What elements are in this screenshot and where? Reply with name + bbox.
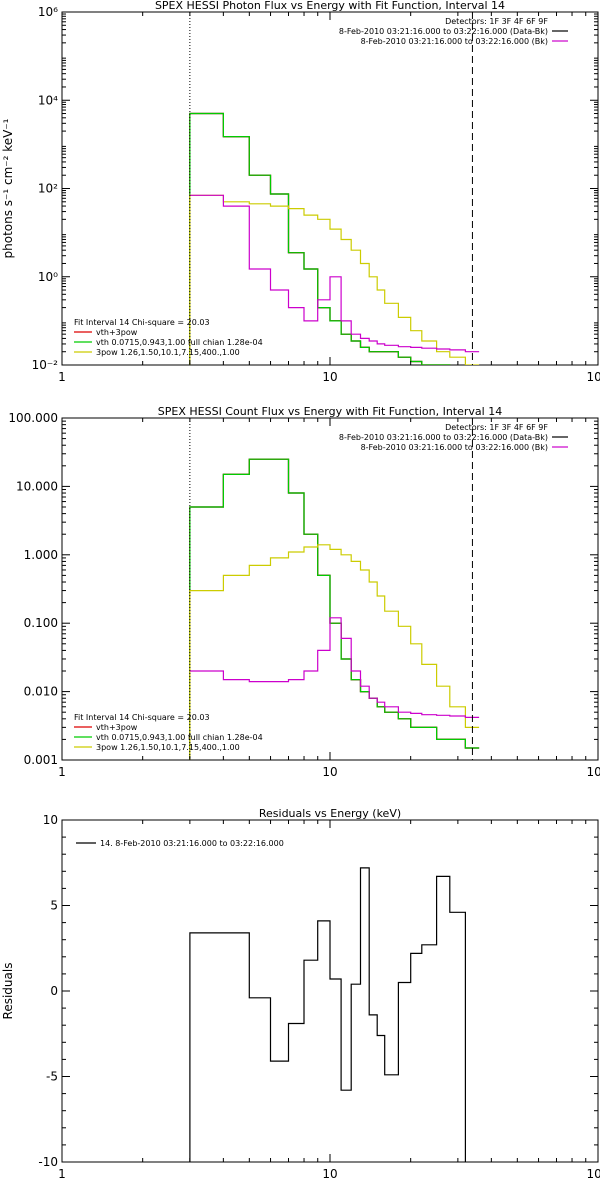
series-thermal (189, 458, 480, 760)
y-tick-label: 10⁻² (32, 358, 59, 372)
x-tick-label: 10 (322, 370, 337, 384)
x-tick-label: 1 (58, 370, 66, 384)
series-model (189, 112, 451, 365)
plot-frame (61, 819, 599, 1163)
header-line: 8-Feb-2010 03:21:16.000 to 03:22:16.000 … (339, 27, 548, 36)
series-thermal (189, 112, 451, 365)
header-line: Detectors: 1F 3F 4F 6F 9F (445, 423, 548, 432)
x-tick-label: 1 (58, 1167, 66, 1181)
chart-title: SPEX HESSI Count Flux vs Energy with Fit… (158, 405, 502, 418)
y-axis-label: Residuals (1, 963, 15, 1020)
y-tick-label: -5 (46, 1070, 58, 1084)
header-line: Detectors: 1F 3F 4F 6F 9F (445, 17, 548, 26)
legend-line: 3pow 1.26,1.50,10.1,7.15,400.,1.00 (96, 743, 240, 752)
x-tick-label: 1 (58, 765, 66, 779)
plot-area (189, 458, 480, 760)
y-tick-label: 0.100 (24, 616, 58, 630)
chart-title: Residuals vs Energy (keV) (259, 807, 401, 820)
legend-line: vth 0.0715,0.943,1.00 full chian 1.28e-0… (96, 338, 263, 347)
y-tick-label: 5 (50, 899, 58, 913)
legend-line: Fit Interval 14 Chi-square = 20.03 (74, 713, 210, 722)
y-tick-label: 10⁶ (38, 5, 58, 19)
chart-title: SPEX HESSI Photon Flux vs Energy with Fi… (155, 0, 505, 12)
legend-line: 3pow 1.26,1.50,10.1,7.15,400.,1.00 (96, 348, 240, 357)
y-tick-label: 10⁰ (38, 270, 58, 284)
y-tick-label: 10.000 (16, 479, 58, 493)
legend-line: vth+3pow (96, 328, 138, 337)
series-nonthermal (189, 544, 480, 760)
legend-line: vth+3pow (96, 723, 138, 732)
series-background (189, 194, 480, 353)
x-tick-label: 100 (587, 370, 600, 384)
chart-3: Residuals vs Energy (keV) 1 10 100 -10 -5 0 5 10… (1, 807, 600, 1181)
y-tick-label: 0.001 (24, 753, 58, 767)
header-line: 8-Feb-2010 03:21:16.000 to 03:22:16.000 … (339, 433, 548, 442)
plot-area (189, 867, 466, 1162)
series-residuals (189, 867, 466, 1162)
legend-line: 14. 8-Feb-2010 03:21:16.000 to 03:22:16.… (100, 839, 284, 848)
series-model (189, 458, 480, 760)
y-axis-label: photons s⁻¹ cm⁻² keV⁻¹ (1, 118, 15, 258)
series-data (189, 112, 451, 365)
header-line: 8-Feb-2010 03:21:16.000 to 03:22:16.000 … (361, 443, 548, 452)
series-data (189, 458, 480, 760)
y-tick-label: 1.000 (24, 548, 58, 562)
y-tick-label: 100.000 (8, 411, 58, 425)
plot-area (189, 112, 480, 365)
x-tick-label: 100 (587, 1167, 600, 1181)
chart-2: SPEX HESSI Count Flux vs Energy with Fit… (8, 405, 600, 779)
y-tick-label: 10² (38, 182, 58, 196)
legend-line: vth 0.0715,0.943,1.00 full chian 1.28e-0… (96, 733, 263, 742)
y-tick-label: -10 (38, 1155, 58, 1169)
chart-1: SPEX HESSI Photon Flux vs Energy with Fi… (1, 0, 600, 384)
y-tick-label: 10 (43, 813, 58, 827)
x-tick-label: 10 (322, 765, 337, 779)
x-tick-label: 100 (587, 765, 600, 779)
series-nonthermal (189, 194, 480, 365)
y-tick-label: 0.010 (24, 685, 58, 699)
y-tick-label: 0 (50, 984, 58, 998)
y-tick-label: 10⁴ (38, 93, 58, 107)
header-line: 8-Feb-2010 03:21:16.000 to 03:22:16.000 … (361, 37, 548, 46)
series-background (189, 617, 480, 718)
legend-line: Fit Interval 14 Chi-square = 20.03 (74, 318, 210, 327)
x-tick-label: 10 (322, 1167, 337, 1181)
